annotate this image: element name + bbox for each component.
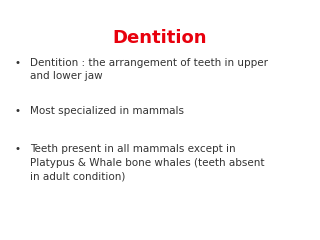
Text: •: • <box>15 144 20 154</box>
Text: Teeth present in all mammals except in
Platypus & Whale bone whales (teeth absen: Teeth present in all mammals except in P… <box>30 144 265 181</box>
Text: •: • <box>15 106 20 116</box>
Text: Dentition: Dentition <box>113 29 207 47</box>
Text: Dentition : the arrangement of teeth in upper
and lower jaw: Dentition : the arrangement of teeth in … <box>30 58 268 81</box>
Text: Most specialized in mammals: Most specialized in mammals <box>30 106 184 116</box>
Text: •: • <box>15 58 20 68</box>
